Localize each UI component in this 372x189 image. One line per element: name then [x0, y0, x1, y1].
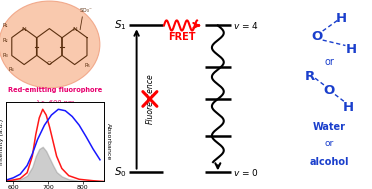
Text: R₃: R₃: [3, 53, 8, 57]
Text: H: H: [346, 43, 357, 56]
Text: Fluorescence: Fluorescence: [145, 74, 154, 124]
Text: alcohol: alcohol: [310, 157, 349, 167]
Text: H: H: [343, 101, 354, 114]
Text: Red-emitting fluorophore: Red-emitting fluorophore: [8, 87, 102, 93]
Text: N: N: [22, 27, 26, 32]
Text: N: N: [72, 27, 77, 32]
Text: O: O: [324, 84, 335, 97]
Text: $S_1$: $S_1$: [114, 19, 126, 32]
Y-axis label: Absorbance: Absorbance: [106, 123, 110, 160]
Ellipse shape: [0, 1, 100, 88]
Text: O: O: [311, 30, 323, 43]
Y-axis label: Intensity (a.u.): Intensity (a.u.): [0, 119, 4, 165]
Text: or: or: [325, 139, 334, 148]
Text: R₅: R₅: [85, 63, 91, 68]
Text: Water: Water: [313, 122, 346, 132]
Text: λ > 600 nm: λ > 600 nm: [35, 100, 74, 106]
Text: O: O: [47, 61, 52, 66]
Text: H: H: [336, 12, 347, 25]
Text: $v$ = 4: $v$ = 4: [233, 20, 259, 31]
Text: R₁: R₁: [3, 23, 8, 28]
Text: R: R: [305, 70, 315, 83]
Text: $S_0$: $S_0$: [114, 166, 126, 179]
Text: FRET: FRET: [168, 32, 196, 42]
Text: R₄: R₄: [8, 67, 14, 72]
Text: or: or: [324, 57, 334, 67]
Text: R₂: R₂: [3, 38, 8, 43]
Text: $v$ = 0: $v$ = 0: [233, 167, 259, 178]
Text: SO₃⁻: SO₃⁻: [79, 8, 92, 13]
